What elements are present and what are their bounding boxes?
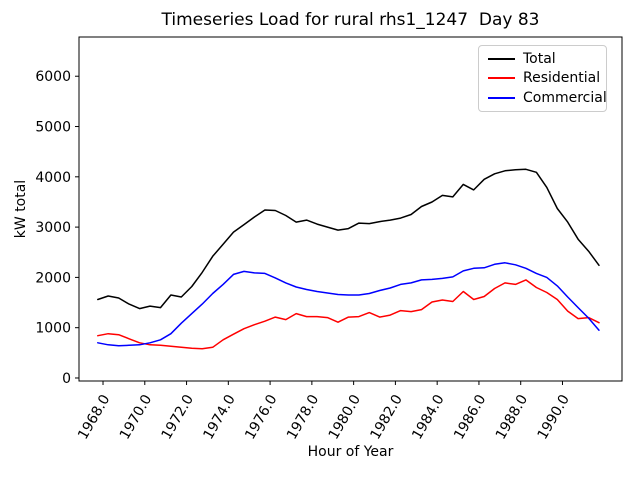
y-tick-label: 6000 <box>35 69 71 85</box>
x-tick-label: 1968.0 <box>75 392 113 442</box>
legend-entry-residential: Residential <box>479 71 606 85</box>
y-tick-label: 5000 <box>35 120 71 136</box>
y-tick-label: 0 <box>62 371 71 387</box>
x-tick-label: 1990.0 <box>535 392 573 442</box>
x-tick-label: 1976.0 <box>242 392 280 442</box>
legend-entry-commercial: Commercial <box>479 90 607 107</box>
y-tick-label: 3000 <box>35 220 71 236</box>
x-tick-label: 1984.0 <box>409 392 447 442</box>
x-tick-label: 1978.0 <box>284 392 322 442</box>
residential-line-swatch <box>488 77 515 80</box>
axes-frame <box>78 36 623 382</box>
x-tick-label: 1986.0 <box>451 392 489 442</box>
series-line-commercial <box>97 262 600 347</box>
y-tick-label: 2000 <box>35 270 71 286</box>
series-line-total <box>97 168 600 310</box>
x-tick-label: 1988.0 <box>493 392 531 442</box>
x-tick-label: 1982.0 <box>368 392 406 442</box>
x-tick-label: 1974.0 <box>200 392 238 442</box>
legend-entry-total: Total <box>479 52 606 66</box>
commercial-line-swatch <box>488 97 515 100</box>
y-tick-label: 4000 <box>35 170 71 186</box>
x-axis-label: Hour of Year <box>307 444 394 460</box>
legend-label-residential: Residential <box>523 70 601 87</box>
legend-label-total: Total <box>523 50 556 67</box>
legend: Total Residential Commercial <box>478 45 607 112</box>
total-line-swatch <box>488 57 515 60</box>
x-tick-label: 1972.0 <box>159 392 197 442</box>
series-line-residential <box>97 279 600 350</box>
x-tick-label: 1970.0 <box>117 392 155 442</box>
x-tick-label: 1980.0 <box>326 392 364 442</box>
chart-title: Timeseries Load for rural rhs1_1247 Day … <box>161 10 540 30</box>
legend-label-commercial: Commercial <box>523 90 607 107</box>
y-tick-label: 1000 <box>35 321 71 337</box>
